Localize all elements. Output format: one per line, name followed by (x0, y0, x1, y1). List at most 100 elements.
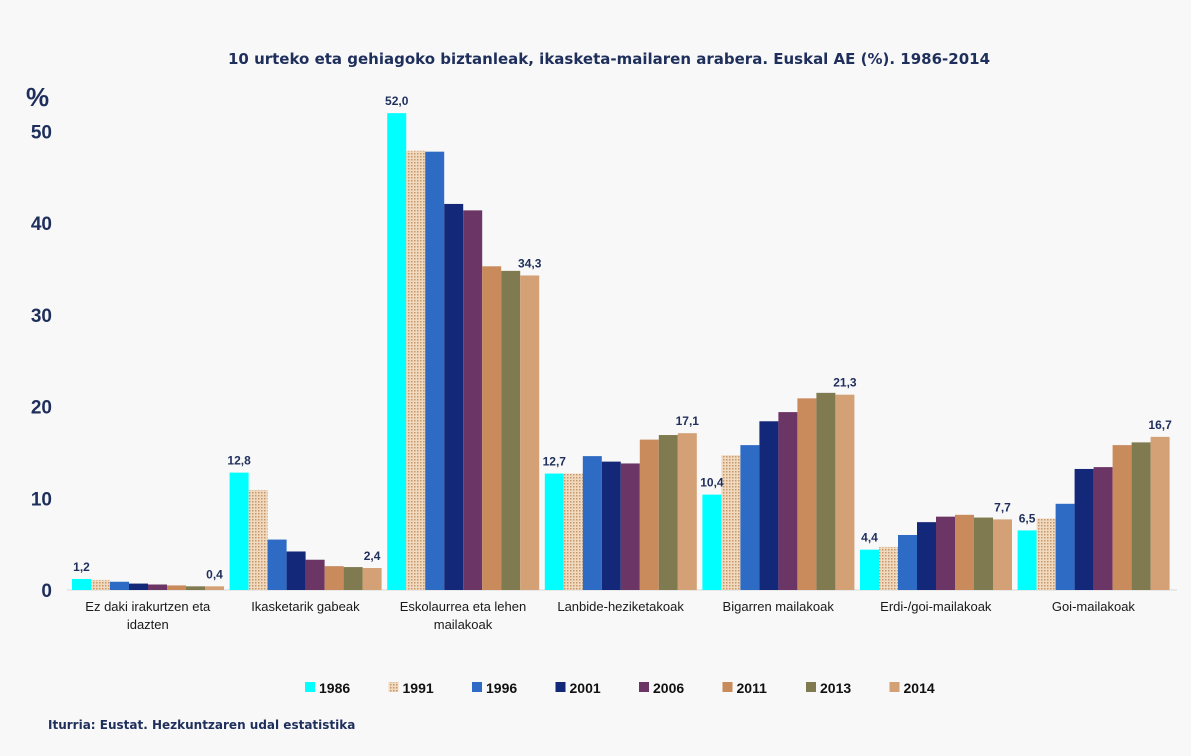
bar-2006 (148, 584, 167, 590)
data-label: 6,5 (1019, 511, 1036, 525)
legend-swatch-2006 (639, 682, 649, 692)
bar-2014 (993, 519, 1012, 590)
bar-2013 (816, 392, 836, 590)
bar-1991 (1036, 518, 1056, 590)
bar-2001 (759, 421, 779, 590)
y-tick-label: 20 (31, 398, 52, 419)
bar-2006 (936, 516, 955, 590)
data-label: 0,4 (206, 567, 223, 581)
category-label: Eskolaurrea eta lehen (400, 599, 526, 614)
bar-1991 (563, 473, 583, 590)
bar-1991 (721, 455, 741, 590)
bar-1986 (544, 473, 564, 590)
legend-label-2006: 2006 (653, 680, 684, 696)
bar-2014 (205, 586, 224, 590)
bar-2013 (1131, 442, 1151, 590)
data-label: 16,7 (1148, 418, 1172, 432)
legend-label-2013: 2013 (820, 680, 851, 696)
bar-2006 (463, 210, 483, 590)
legend-label-1991: 1991 (403, 680, 434, 696)
y-tick-label: 40 (31, 214, 52, 235)
data-label: 34,3 (518, 256, 542, 270)
bar-1996 (740, 445, 760, 590)
data-label: 7,7 (994, 500, 1011, 514)
y-tick-label: 50 (31, 123, 52, 144)
category-label: mailakoak (434, 617, 493, 632)
bar-1996 (582, 456, 602, 590)
data-label: 12,8 (227, 454, 251, 468)
bar-2011 (955, 514, 974, 590)
bar-1991 (248, 490, 268, 590)
bar-1986 (1017, 530, 1037, 590)
bar-2011 (324, 566, 344, 590)
bar-1991 (91, 579, 110, 590)
legend-swatch-1991 (388, 682, 399, 692)
bar-2013 (974, 517, 993, 590)
category-label: Lanbide-heziketakoak (557, 599, 684, 614)
y-tick-label: 30 (31, 306, 52, 327)
category-labels: Ez daki irakurtzen eta idazten Ikasketarik… (85, 599, 1135, 632)
data-label: 21,3 (833, 376, 857, 390)
bar-2001 (129, 583, 148, 590)
bar-1996 (425, 151, 445, 590)
category-label: Bigarren mailakoak (723, 599, 835, 614)
bar-1991 (406, 150, 426, 590)
bar-2013 (343, 567, 363, 590)
legend-swatch-2001 (555, 682, 566, 692)
bar-2001 (444, 203, 464, 590)
bar-2001 (917, 522, 936, 590)
bar-2001 (601, 461, 621, 590)
bar-2013 (501, 270, 521, 590)
bar-1986 (72, 578, 91, 590)
data-labels: 1,2 0,4 12,8 2,4 52,0 34,3 12,7 17,1 10,4 21,3 4,4… (73, 94, 1172, 581)
y-axis-ticks: 0 10 20 30 40 50 (31, 123, 52, 603)
bar-2011 (167, 585, 186, 590)
y-axis-unit: % (26, 82, 49, 112)
y-tick-label: 10 (31, 489, 52, 510)
data-label: 12,7 (543, 455, 567, 469)
bar-1996 (110, 581, 129, 590)
bar-1996 (898, 534, 917, 590)
bar-2001 (1074, 468, 1094, 590)
legend-swatch-2013 (806, 682, 816, 692)
bar-2011 (639, 439, 659, 590)
bar-2014 (362, 567, 382, 590)
bar-1991 (879, 546, 898, 590)
bar-1996 (1055, 503, 1075, 590)
bar-1986 (229, 472, 249, 590)
bar-1986 (387, 113, 407, 590)
bar-2011 (1112, 445, 1132, 590)
category-label: idazten (127, 617, 169, 632)
data-label: 10,4 (700, 476, 724, 490)
legend-label-2011: 2011 (737, 680, 768, 696)
bar-2006 (305, 559, 325, 590)
legend-swatch-2014 (889, 682, 900, 692)
y-tick-label: 0 (41, 581, 52, 602)
bar-2014 (835, 394, 855, 590)
chart-title: 10 urteko eta gehiagoko biztanleak, ikas… (228, 50, 990, 68)
bar-2006 (620, 463, 640, 590)
source-note: Iturria: Eustat. Hezkuntzaren udal estat… (48, 718, 355, 732)
legend-label-2001: 2001 (570, 680, 601, 696)
bar-2011 (797, 398, 817, 590)
data-label: 4,4 (861, 531, 878, 545)
bar-1996 (267, 539, 287, 590)
category-label: Goi-mailakoak (1052, 599, 1136, 614)
data-label: 17,1 (676, 414, 700, 428)
bar-1986 (860, 549, 879, 590)
bar-2014 (1150, 436, 1170, 590)
bar-2014 (677, 433, 697, 590)
bar-1986 (702, 494, 722, 590)
legend-swatch-2011 (722, 682, 733, 692)
bar-2013 (658, 435, 678, 590)
legend-swatch-1986 (305, 682, 315, 692)
bars (72, 113, 1170, 590)
category-label: Ez daki irakurtzen eta (85, 599, 211, 614)
legend-label-1986: 1986 (319, 680, 350, 696)
bar-2011 (482, 266, 502, 590)
bar-2006 (778, 412, 798, 590)
bar-2013 (186, 586, 205, 590)
legend-swatch-1996 (472, 682, 482, 692)
legend-label-1996: 1996 (486, 680, 517, 696)
